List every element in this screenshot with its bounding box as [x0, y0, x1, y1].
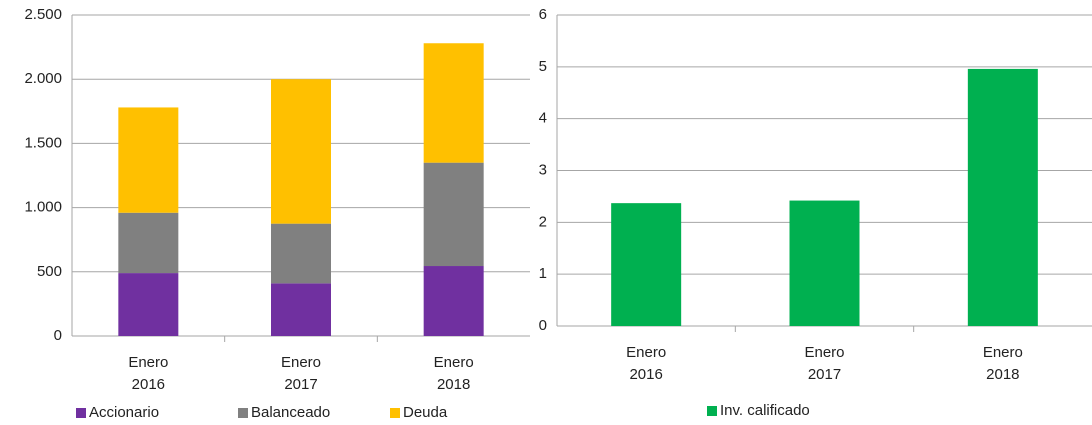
y-tick-label: 5 [539, 58, 547, 75]
bar [423, 266, 484, 336]
y-tick-label: 2.500 [24, 6, 62, 23]
legend-item: Balanceado [238, 405, 330, 421]
legend-item: Accionario [76, 405, 159, 421]
y-tick-label: 1.000 [24, 199, 62, 216]
x-tick-label: Enero 2016 [626, 344, 667, 383]
y-tick-label: 2 [539, 213, 547, 230]
x-tick-label: Enero 2016 [128, 354, 169, 393]
x-tick-label: Enero 2017 [280, 354, 322, 393]
legend-label: Inv. calificado [720, 402, 810, 419]
legend-item: Inv. calificado [707, 403, 810, 419]
y-tick-label: 0 [54, 327, 62, 344]
bar [611, 203, 682, 326]
bar [789, 200, 860, 326]
bar [423, 43, 484, 163]
legend-swatch [707, 406, 717, 416]
y-tick-label: 1 [539, 265, 547, 282]
legend-swatch [390, 408, 400, 418]
bar [118, 273, 179, 336]
bar [423, 162, 484, 267]
legend-label: Accionario [89, 404, 160, 421]
bar [967, 68, 1038, 326]
y-tick-label: 6 [539, 6, 547, 23]
x-tick-label: Enero 2018 [982, 344, 1023, 383]
bar [271, 223, 331, 284]
legend-label: Balanceado [251, 404, 331, 421]
legend-swatch [76, 408, 86, 418]
bar [271, 283, 331, 336]
legend-label: Deuda [403, 404, 448, 421]
x-tick-label: Enero 2017 [804, 344, 845, 383]
bar [118, 212, 179, 274]
y-tick-label: 1.500 [24, 134, 62, 151]
legend-swatch [238, 408, 248, 418]
y-tick-label: 500 [37, 263, 62, 280]
x-tick-label: Enero 2018 [433, 354, 474, 393]
bar [118, 107, 179, 213]
y-tick-label: 3 [539, 161, 547, 178]
legend-item: Deuda [390, 405, 447, 421]
y-tick-label: 4 [539, 110, 547, 127]
bar [271, 79, 331, 224]
y-tick-label: 0 [539, 317, 547, 334]
y-tick-label: 2.000 [24, 70, 62, 87]
